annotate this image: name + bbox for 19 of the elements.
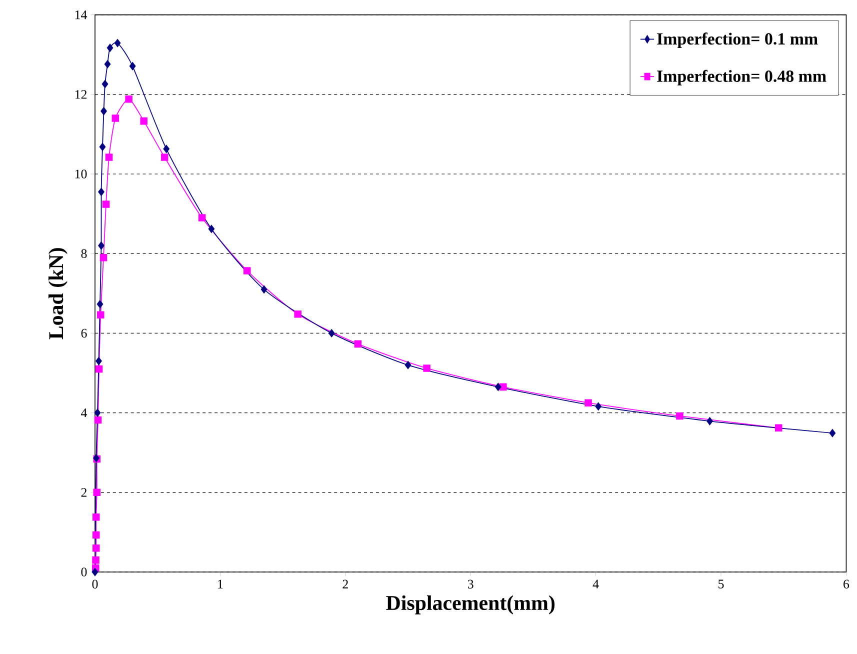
y-tick-label: 14 <box>75 10 88 20</box>
y-tick-label: 6 <box>81 328 87 338</box>
y-tick-label: 0 <box>81 568 87 576</box>
x-tick-label: 2 <box>342 580 348 588</box>
legend-label: Imperfection= 0.48 mm <box>657 70 826 86</box>
x-tick-label: 5 <box>718 580 724 588</box>
y-tick-label: 10 <box>75 170 87 178</box>
y-tick-label: 8 <box>81 249 87 258</box>
y-tick-label: 12 <box>75 90 87 99</box>
y-tick-label: 2 <box>81 488 87 497</box>
x-tick-label: 3 <box>468 580 474 588</box>
y-axis-title: Load (kN) <box>48 248 68 340</box>
x-tick-label: 0 <box>92 580 98 589</box>
x-tick-label: 1 <box>218 580 223 588</box>
x-tick-label: 4 <box>592 580 599 588</box>
legend-label: Imperfection= 0.1 mm <box>657 32 818 48</box>
x-tick-label: 6 <box>844 580 850 588</box>
x-axis-title: Displacement(mm) <box>386 595 555 614</box>
y-tick-label: 4 <box>81 408 88 418</box>
